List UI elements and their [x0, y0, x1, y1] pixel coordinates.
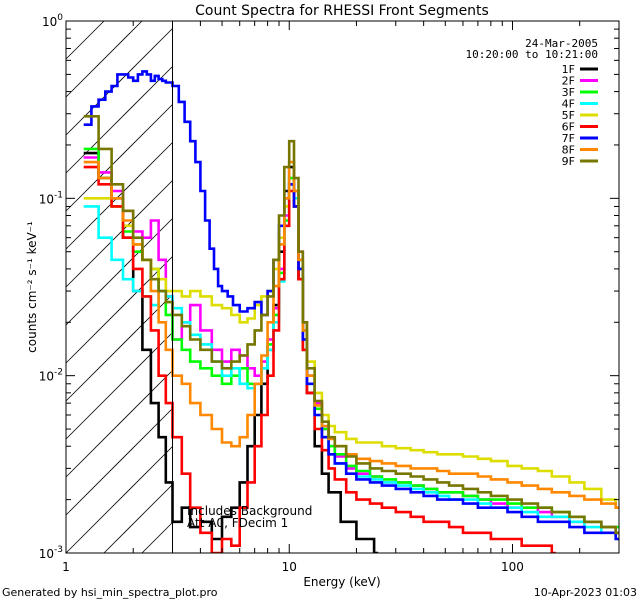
hatch-line — [65, 408, 173, 516]
hatch-line — [65, 256, 173, 364]
hatch-line — [65, 142, 173, 250]
legend-label: 7F — [562, 132, 575, 145]
observation-date: 24-Mar-2005 — [525, 37, 598, 50]
legend-label: 3F — [562, 86, 575, 99]
spectra-series-group — [83, 70, 619, 553]
observation-time-range: 10:20:00 to 10:21:00 — [466, 48, 598, 61]
hatch-line — [65, 294, 173, 402]
hatch-line — [65, 66, 173, 174]
x-tick-label: 10 — [282, 560, 297, 574]
hatch-line — [103, 484, 173, 554]
y-tick-label: 10-2 — [39, 368, 63, 384]
plot-frame — [65, 20, 620, 554]
x-tick-labels: 1 10 100 — [62, 560, 524, 574]
legend-label: 4F — [562, 98, 575, 111]
series-7f — [83, 70, 619, 541]
legend-label: 1F — [562, 63, 575, 76]
hatch-line — [141, 522, 173, 554]
x-tick-label: 1 — [62, 560, 70, 574]
background-note: Includes Background — [187, 504, 312, 518]
x-axis-label: Energy (keV) — [303, 575, 380, 589]
generated-date-footer: 10-Apr-2023 01:03 — [534, 586, 637, 599]
attenuator-note: Att A0, FDecim 1 — [187, 516, 288, 530]
hatch-line — [65, 218, 173, 326]
y-tick-labels: 100 10-1 10-2 10-3 — [39, 13, 64, 561]
legend-label: 5F — [562, 109, 575, 122]
hatch-line — [65, 370, 173, 478]
chart-title: Count Spectra for RHESSI Front Segments — [195, 3, 489, 19]
hatch-line — [65, 20, 143, 98]
series-2f — [83, 156, 619, 535]
hatch-line — [65, 104, 173, 212]
axis-ticks — [65, 20, 620, 554]
y-axis-label: counts cm⁻² s⁻¹ keV⁻¹ — [25, 221, 39, 353]
legend-label: 9F — [562, 155, 575, 168]
excluded-energy-hatch-region — [65, 20, 173, 554]
series-6f — [83, 165, 556, 553]
hatch-line — [65, 180, 173, 288]
legend-label: 2F — [562, 75, 575, 88]
y-tick-label: 10-3 — [39, 545, 63, 561]
y-tick-label: 10-1 — [39, 190, 63, 206]
hatch-line — [65, 20, 105, 60]
legend-label: 6F — [562, 121, 575, 134]
hatch-line — [65, 28, 173, 136]
y-tick-label: 100 — [42, 13, 63, 29]
hatch-line — [65, 332, 173, 440]
hatch-line — [65, 446, 173, 554]
series-5f — [83, 189, 619, 509]
x-tick-label: 100 — [501, 560, 524, 574]
legend-label: 8F — [562, 144, 575, 157]
generated-by-footer: Generated by hsi_min_spectra_plot.pro — [2, 586, 218, 599]
